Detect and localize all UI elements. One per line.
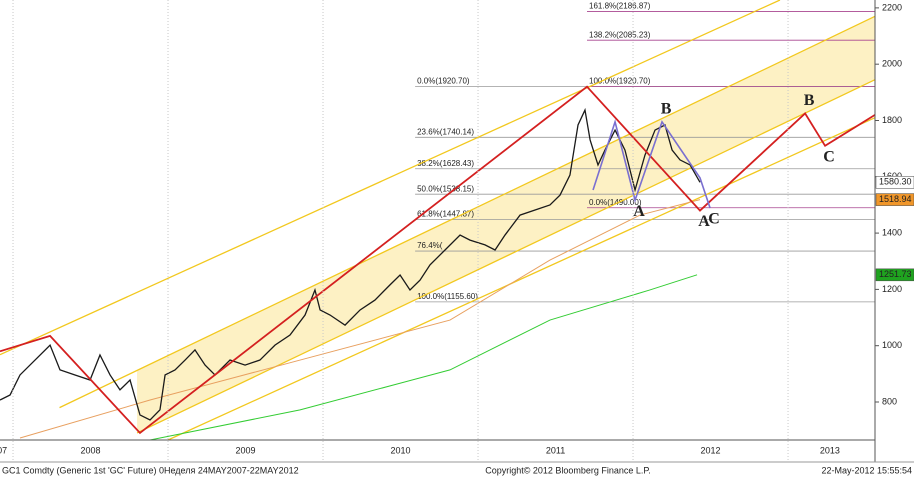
fib-label: 0.0%(1490.00) (589, 198, 642, 207)
last-value-box (875, 193, 914, 206)
x-tick-label: 2010 (391, 445, 411, 455)
last-value-box (875, 268, 914, 282)
y-tick-label: 1000 (882, 340, 902, 350)
point-label: B (661, 101, 672, 118)
x-tick-label: 2011 (546, 445, 565, 455)
last-value-label: 1580.30 (879, 177, 912, 187)
y-tick-label: 1200 (882, 284, 902, 294)
series-line (0, 107, 701, 421)
series-line (19, 199, 701, 439)
last-value-label: 1251.73 (879, 269, 912, 279)
footer-left: GC1 Comdty (Generic 1st 'GC' Future) 0Не… (2, 465, 299, 475)
fib-label: 100.0%(1155.60) (417, 292, 478, 301)
fib-label: 138.2%(2085.23) (589, 30, 651, 39)
point-label: C (823, 148, 835, 165)
last-value-label: 1518.94 (879, 194, 912, 204)
fib-label: 0.0%(1920.70) (417, 77, 470, 86)
y-tick-label: 1800 (882, 115, 902, 125)
x-tick-label: 07 (0, 445, 7, 455)
point-label: A (698, 213, 710, 230)
point-label: B (804, 92, 815, 109)
series-line (167, 117, 875, 440)
fib-label: 23.6%(1740.14) (417, 127, 474, 136)
x-tick-label: 2008 (81, 445, 101, 455)
series-line (149, 274, 698, 440)
last-value-box (875, 176, 914, 189)
series-line (0, 0, 781, 356)
footer-right: 22-May-2012 15:55:54 (821, 465, 912, 475)
fib-label: 61.8%(1447.87) (417, 210, 474, 219)
fib-label: 161.8%(2186.87) (589, 2, 651, 11)
series-line (136, 79, 875, 434)
fib-label: 76.4%( (417, 241, 443, 250)
channel-band (137, 16, 875, 433)
series-line (592, 119, 711, 209)
fib-label: 100.0%(1920.70) (589, 77, 651, 86)
y-tick-label: 1400 (882, 227, 902, 237)
y-tick-label: 800 (882, 396, 897, 406)
y-tick-label: 2200 (882, 2, 902, 12)
plot-area: 0.0%(1920.70) 23.6%(1740.14) 38.2%(1628.43… (0, 0, 875, 440)
x-tick-label: 2013 (820, 445, 840, 455)
point-label: C (708, 211, 720, 228)
series-line (0, 85, 875, 435)
footer-center: Copyright© 2012 Bloomberg Finance L.P. (485, 465, 651, 475)
series-line (59, 15, 875, 409)
x-tick-label: 2012 (701, 445, 721, 455)
point-label: A (633, 203, 645, 220)
y-tick-label: 2000 (882, 59, 902, 69)
fib-label: 50.0%(1538.15) (417, 184, 474, 193)
fib-label: 38.2%(1628.43) (417, 159, 474, 168)
x-tick-label: 2009 (236, 445, 256, 455)
